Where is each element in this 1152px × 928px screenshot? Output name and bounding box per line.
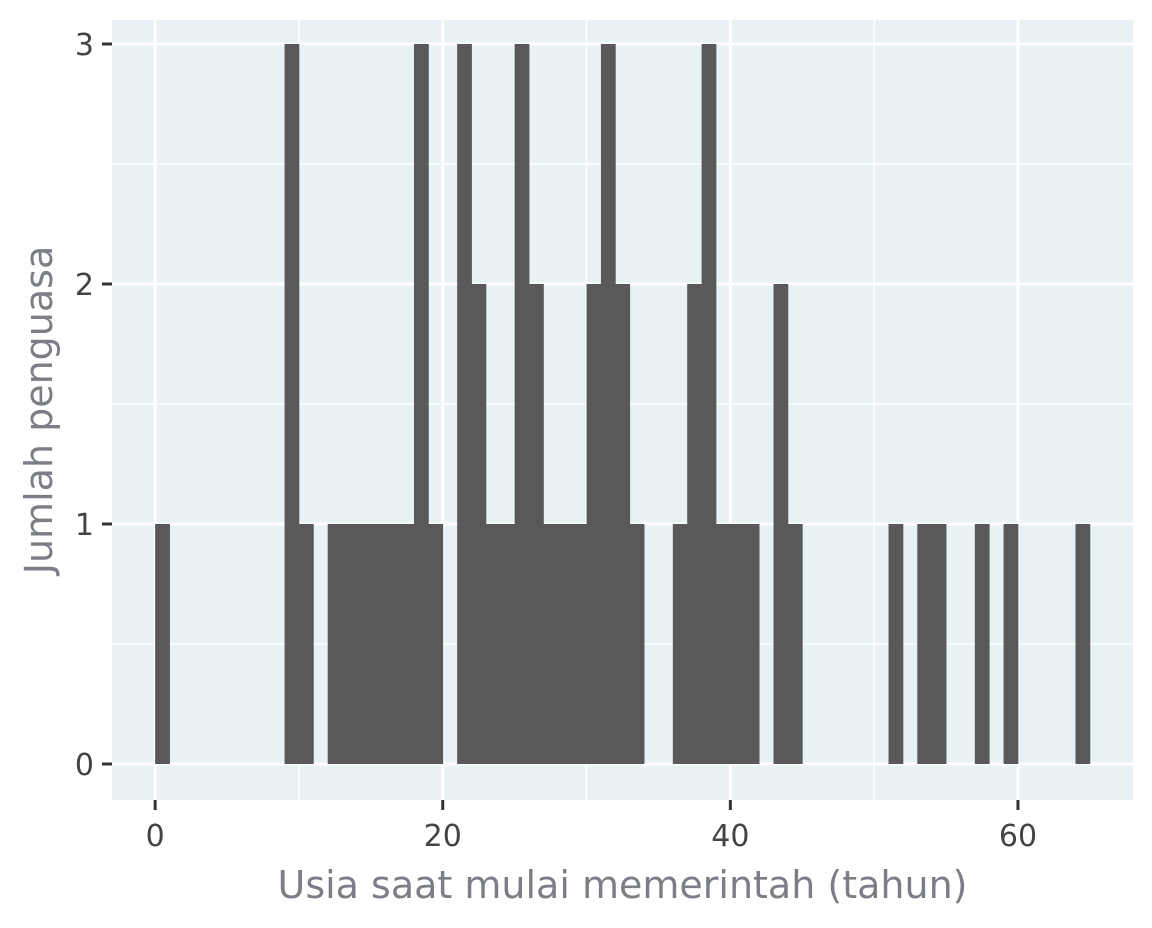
histogram-bar (500, 524, 516, 764)
histogram-bar (744, 524, 760, 764)
histogram-bar (888, 524, 904, 764)
histogram-bar (471, 284, 487, 764)
histogram-bar (572, 524, 587, 764)
histogram-bar (787, 524, 803, 764)
x-axis: 0 20 40 60 (146, 800, 1037, 854)
histogram-bar (917, 524, 933, 764)
histogram-bar (672, 524, 688, 764)
histogram-bar (600, 44, 616, 764)
histogram-bars (155, 44, 1091, 764)
histogram-bar (730, 524, 746, 764)
x-tick-label: 20 (424, 819, 462, 854)
x-tick-label: 60 (999, 819, 1037, 854)
histogram-bar (485, 524, 501, 764)
histogram-bar (284, 44, 300, 764)
histogram-bar (399, 524, 415, 764)
histogram-bar (615, 284, 631, 764)
histogram-bar (629, 524, 645, 764)
histogram-bar (1003, 524, 1019, 764)
histogram-bar (428, 524, 444, 764)
x-tick-label: 40 (711, 819, 749, 854)
histogram-bar (974, 524, 990, 764)
y-tick-label: 2 (75, 268, 94, 303)
y-axis: 0 1 2 3 (75, 28, 112, 783)
histogram-bar (298, 524, 314, 764)
y-tick-label: 0 (75, 748, 94, 783)
y-tick-label: 3 (75, 28, 94, 63)
histogram-bar (773, 284, 789, 764)
histogram-bar (1075, 524, 1091, 764)
x-tick-label: 0 (146, 819, 165, 854)
histogram-bar (457, 44, 472, 764)
histogram-bar (543, 524, 559, 764)
histogram-bar (529, 284, 544, 764)
histogram-bar (586, 284, 602, 764)
histogram-bar (557, 524, 573, 764)
histogram-bar (155, 524, 170, 764)
histogram-bar (413, 44, 429, 764)
histogram-bar (514, 44, 530, 764)
histogram-bar (356, 524, 372, 764)
histogram-bar (931, 524, 947, 764)
histogram-bar (327, 524, 343, 764)
histogram-bar (385, 524, 401, 764)
histogram-bar (342, 524, 357, 764)
histogram-bar (687, 284, 702, 764)
y-axis-title: Jumlah penguasa (17, 246, 61, 576)
y-tick-label: 1 (75, 508, 94, 543)
histogram-bar (701, 44, 717, 764)
histogram-bar (715, 524, 731, 764)
x-axis-title: Usia saat mulai memerintah (tahun) (278, 863, 968, 907)
histogram-bar (370, 524, 386, 764)
